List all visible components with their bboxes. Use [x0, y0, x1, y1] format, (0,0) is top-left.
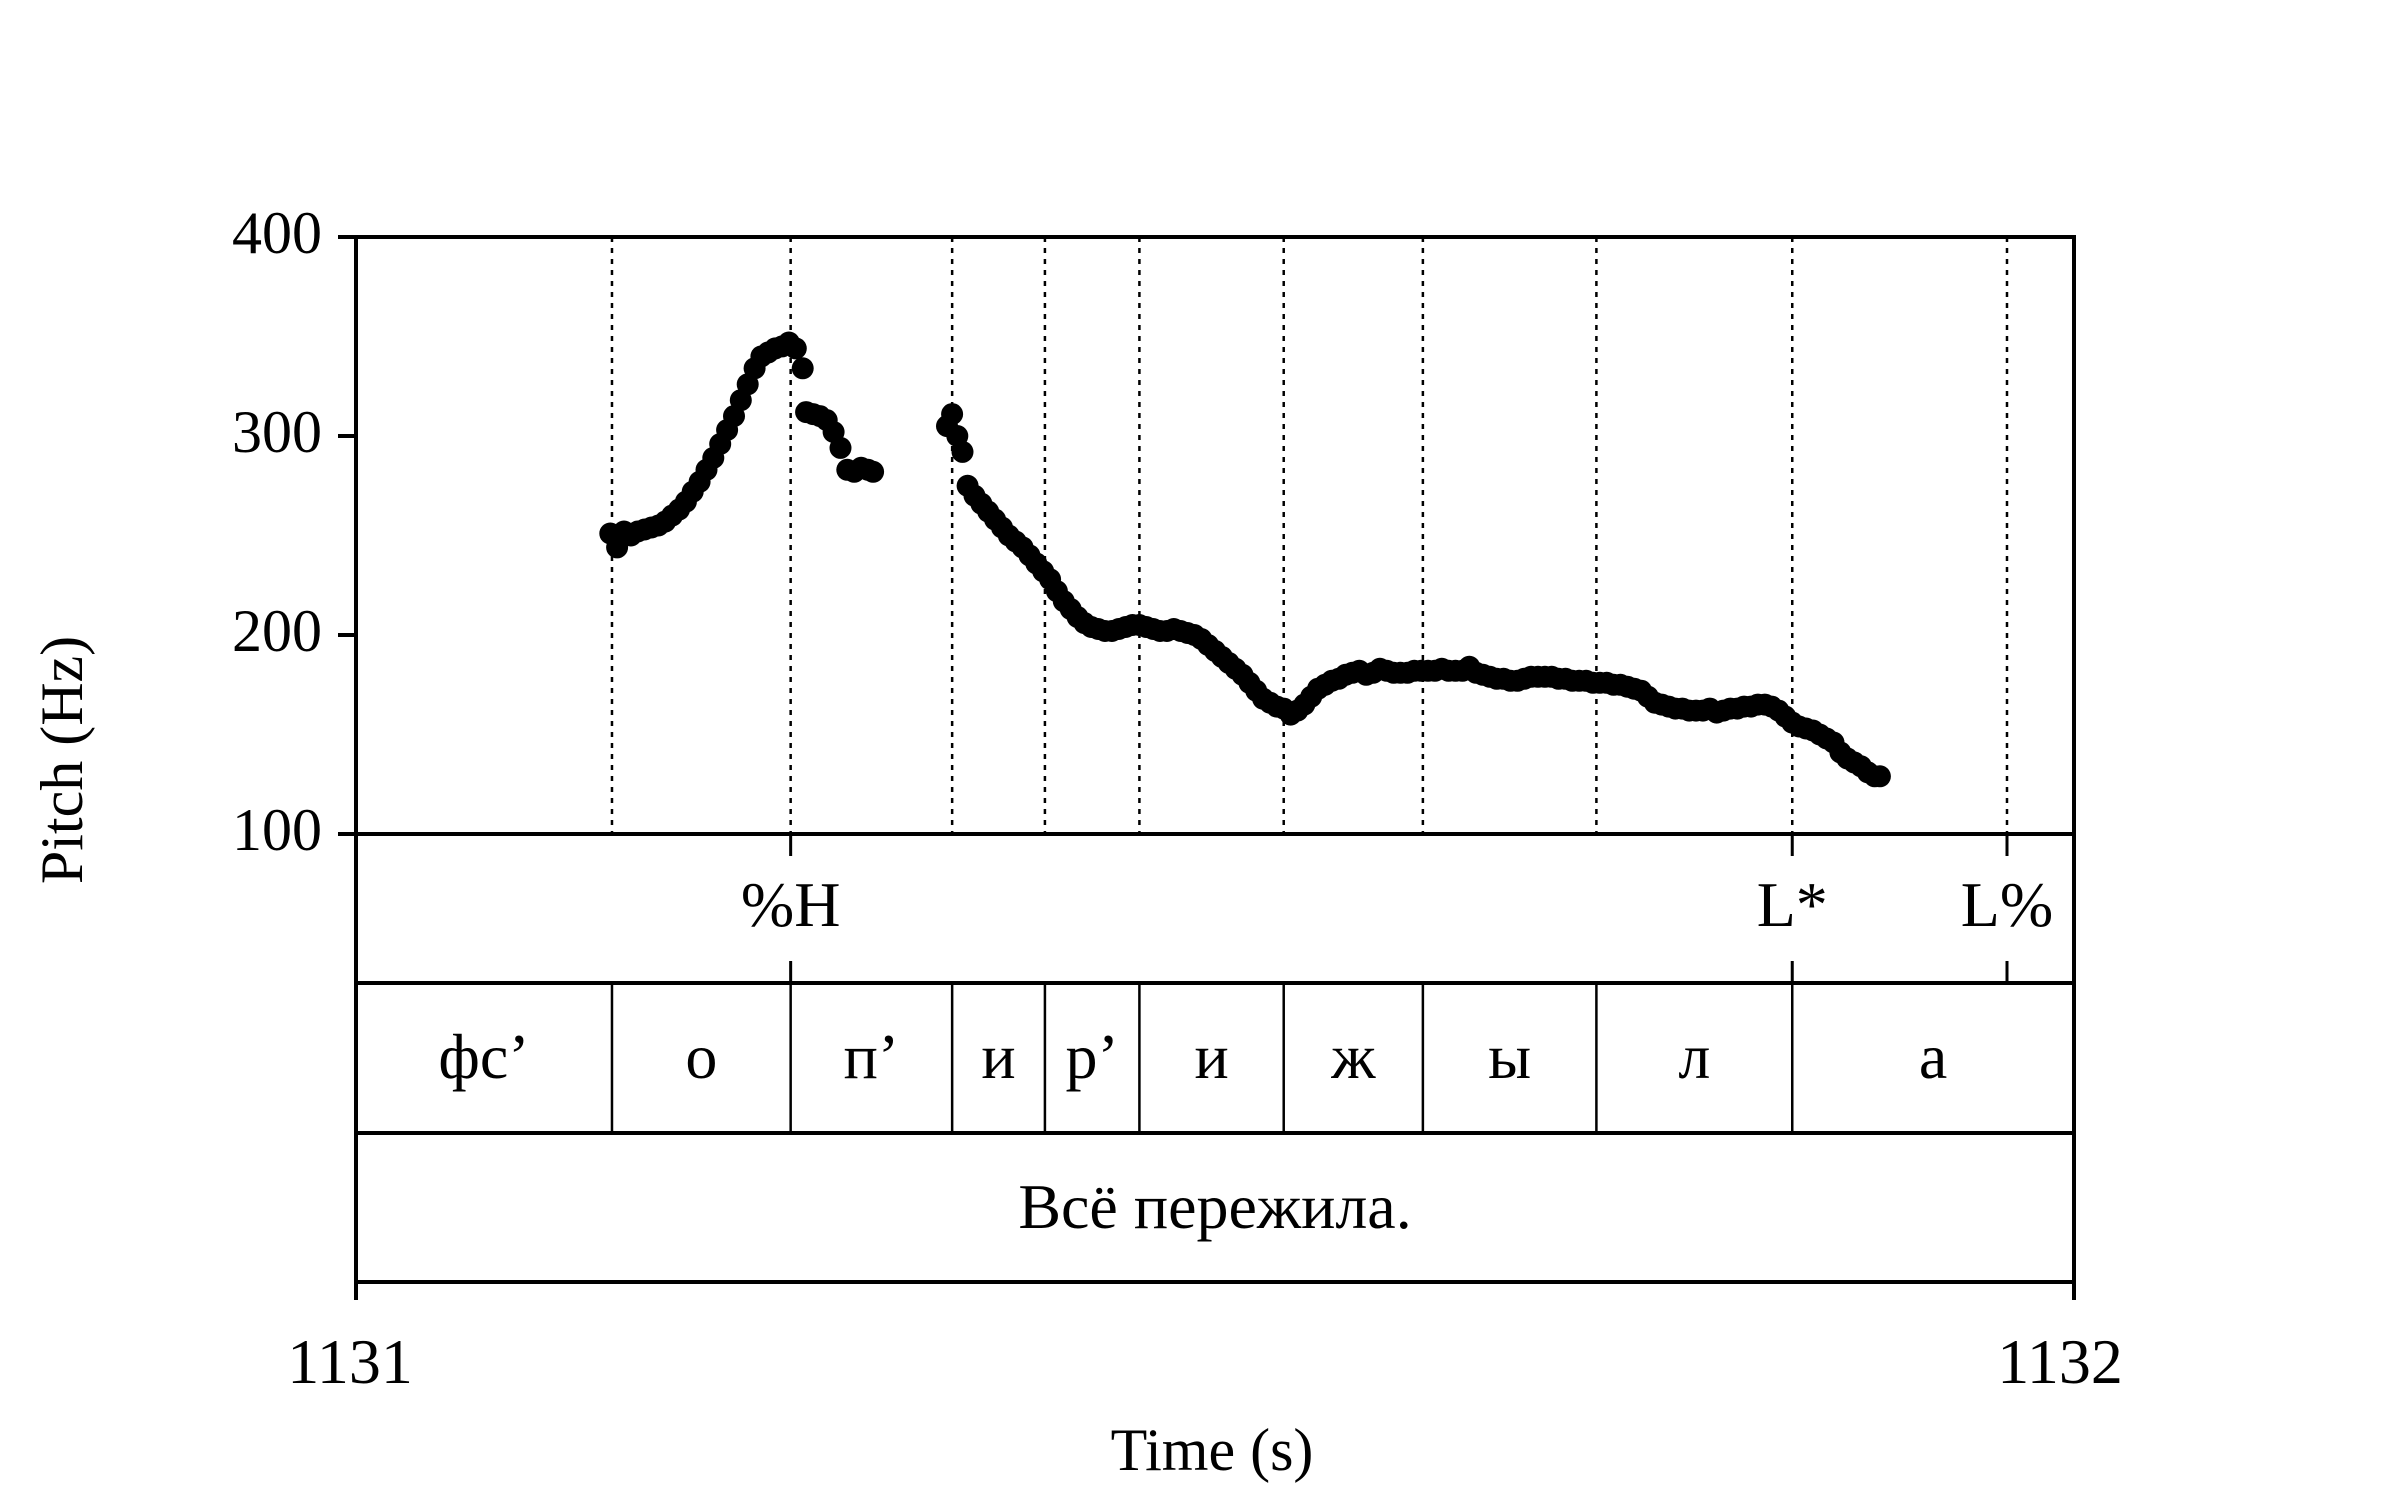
segment-label: а	[1919, 1021, 1947, 1092]
pitch-point	[951, 440, 974, 463]
y-tick-label-300: 300	[232, 399, 322, 465]
segment-tier-labels: фс’ о п’ и р’ и ж ы л а	[438, 1021, 1947, 1092]
y-tick-label-200: 200	[232, 598, 322, 664]
pitch-points	[599, 331, 1891, 788]
tone-label: L%	[1961, 869, 2053, 940]
pitch-point	[941, 403, 964, 426]
x-tick-label-end: 1132	[1997, 1326, 2123, 1397]
segment-label: л	[1678, 1021, 1710, 1092]
segment-label: ы	[1488, 1021, 1531, 1092]
segment-label: и	[1194, 1021, 1228, 1092]
segment-label: и	[981, 1021, 1015, 1092]
segment-label: п’	[844, 1021, 900, 1092]
pitch-point	[784, 337, 807, 360]
sentence-tier-labels: Всё пережила.	[1018, 1171, 1411, 1242]
y-tick-label-400: 400	[232, 200, 322, 266]
segment-label: о	[685, 1021, 717, 1092]
frame	[354, 235, 2076, 1284]
y-axis-label: Pitch (Hz)	[29, 636, 95, 884]
pitch-point	[829, 436, 852, 459]
sentence-label: Всё пережила.	[1018, 1171, 1411, 1242]
x-ticks: 1131 1132	[287, 1282, 2123, 1397]
segment-label: ж	[1330, 1021, 1376, 1092]
y-tick-marks	[338, 235, 356, 836]
tier-separators	[610, 834, 2009, 1133]
boundary-lines	[610, 237, 2009, 834]
segment-label: фс’	[438, 1021, 529, 1092]
plot-frame	[354, 235, 2076, 1284]
y-tick-labels: 400 300 200 100	[232, 200, 322, 863]
x-axis-label: Time (s)	[1111, 1417, 1314, 1483]
pitch-point	[791, 357, 814, 380]
x-tick-label-start: 1131	[287, 1326, 413, 1397]
tone-tier-labels: %H L* L%	[741, 869, 2053, 940]
tone-label: L*	[1757, 869, 1828, 940]
y-tick-label-100: 100	[232, 797, 322, 863]
pitch-point	[862, 460, 885, 483]
tone-label: %H	[741, 869, 841, 940]
segment-label: р’	[1066, 1021, 1119, 1092]
pitch-point	[1868, 765, 1891, 788]
